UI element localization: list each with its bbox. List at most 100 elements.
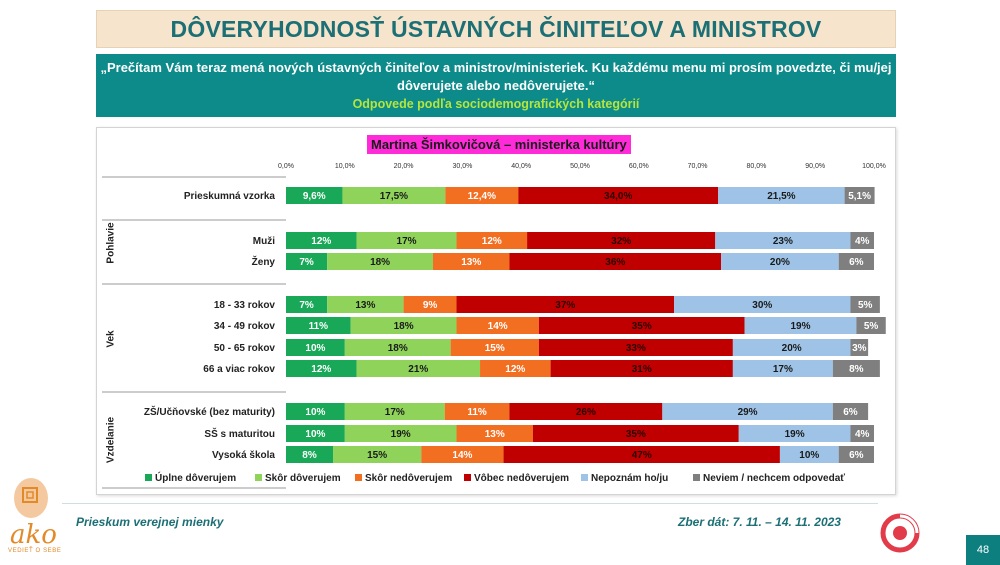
- row-label: Muži: [253, 236, 275, 247]
- data-label: 10%: [305, 429, 325, 440]
- data-label: 20%: [770, 257, 790, 268]
- bar-segment: [518, 187, 719, 204]
- ako-logo-icon: [14, 478, 48, 518]
- data-label: 6%: [843, 407, 858, 418]
- bar-segment: [850, 425, 874, 442]
- data-label: 13%: [461, 257, 481, 268]
- data-label: 8%: [849, 364, 864, 375]
- data-label: 21%: [408, 364, 428, 375]
- data-label: 34,0%: [604, 191, 632, 202]
- bar-segment: [838, 253, 874, 270]
- title-banner: DÔVERYHODNOSŤ ÚSTAVNÝCH ČINITEĽOV A MINI…: [96, 10, 896, 48]
- legend-label: Skôr dôverujem: [265, 473, 341, 484]
- data-label: 5%: [858, 300, 873, 311]
- bar-segment: [344, 339, 451, 356]
- bar-segment: [738, 425, 851, 442]
- stacked-bar-chart: 0,0% 10,0% 20,0% 30,0% 40,0% 50,0% 60,0% 70,0% 8…: [102, 163, 886, 489]
- data-label: 47%: [632, 450, 652, 461]
- data-label: 17%: [773, 364, 793, 375]
- bar-segment: [674, 296, 851, 313]
- bar-segment: [850, 296, 880, 313]
- bar-segment: [286, 403, 345, 420]
- row-label: SŠ s maturitou: [204, 427, 275, 440]
- data-label: 4%: [855, 236, 870, 247]
- data-label: 14%: [452, 450, 472, 461]
- data-label: 4%: [855, 429, 870, 440]
- data-label: 31%: [632, 364, 652, 375]
- bar-segment: [662, 403, 833, 420]
- bar-segment: [744, 317, 857, 334]
- x-tick-label: 20,0%: [394, 163, 414, 170]
- bar-segment: [844, 187, 875, 204]
- legend-label: Skôr nedôverujem: [365, 473, 452, 484]
- bar-segment: [456, 296, 675, 313]
- row-label: Ženy: [252, 255, 276, 268]
- legend-label: Nepoznám ho/ju: [591, 473, 668, 484]
- data-label: 12%: [482, 236, 502, 247]
- bar-segment: [403, 296, 457, 313]
- data-label: 13%: [485, 429, 505, 440]
- data-label: 36%: [605, 257, 625, 268]
- row-label: 50 - 65 rokov: [214, 343, 276, 354]
- data-label: 10%: [799, 450, 819, 461]
- bar-segment: [286, 296, 328, 313]
- data-label: 20%: [782, 343, 802, 354]
- data-label: 21,5%: [767, 191, 795, 202]
- bar-segment: [779, 446, 839, 463]
- data-label: 12%: [311, 236, 331, 247]
- data-label: 11%: [309, 321, 329, 332]
- row-label: 34 - 49 rokov: [214, 321, 276, 332]
- bar-segment: [532, 425, 739, 442]
- bar-segment: [327, 253, 433, 270]
- data-label: 7%: [299, 300, 314, 311]
- x-tick-label: 10,0%: [335, 163, 355, 170]
- data-label: 15%: [367, 450, 387, 461]
- legend-swatch: [255, 474, 262, 481]
- data-label: 8%: [302, 450, 317, 461]
- row-label: 18 - 33 rokov: [214, 300, 276, 311]
- bar-segment: [344, 403, 445, 420]
- bar-segment: [444, 403, 510, 420]
- bar-segment: [718, 187, 845, 204]
- bar-segment: [538, 339, 733, 356]
- x-tick-label: 70,0%: [688, 163, 708, 170]
- bar-segment: [286, 425, 345, 442]
- logo-wordmark: ako: [10, 520, 57, 550]
- bar-segment: [286, 253, 328, 270]
- data-label: 3%: [852, 343, 867, 354]
- bar-segment: [527, 232, 716, 249]
- data-label: 7%: [299, 257, 314, 268]
- bar-segment: [832, 403, 869, 420]
- row-label: 66 a viac rokov: [203, 364, 275, 375]
- bar-segment: [732, 339, 851, 356]
- data-label: 10%: [305, 343, 325, 354]
- bar-segment: [344, 425, 457, 442]
- bar-segment: [286, 339, 345, 356]
- logo-tagline: VEDIEŤ O SEBE: [8, 548, 62, 554]
- bar-segment: [350, 317, 457, 334]
- data-label: 19%: [790, 321, 810, 332]
- data-label: 9,6%: [303, 191, 326, 202]
- question-subtitle: Odpovede podľa sociodemografických kateg…: [352, 97, 640, 111]
- bar-segment: [342, 187, 446, 204]
- footer-divider: [62, 503, 878, 504]
- legend-label: Neviem / nechcem odpovedať: [703, 473, 845, 484]
- bar-segment: [333, 446, 422, 463]
- question-banner: „Prečítam Vám teraz mená nových ústavnýc…: [96, 54, 896, 117]
- bar-segment: [456, 317, 539, 334]
- legend-swatch: [464, 474, 471, 481]
- legend-swatch: [581, 474, 588, 481]
- legend-swatch: [693, 474, 700, 481]
- data-label: 17,5%: [380, 191, 408, 202]
- bar-segment: [838, 446, 874, 463]
- bar-segment: [286, 187, 343, 204]
- x-tick-label: 50,0%: [570, 163, 590, 170]
- data-label: 19%: [785, 429, 805, 440]
- bar-segment: [503, 446, 780, 463]
- bar-segment: [732, 360, 833, 377]
- bar-segment: [433, 253, 510, 270]
- page-title: DÔVERYHODNOSŤ ÚSTAVNÝCH ČINITEĽOV A MINI…: [170, 15, 822, 42]
- group-label-vzdelanie: Vzdelanie: [106, 417, 117, 464]
- row-label: Vysoká škola: [212, 450, 275, 461]
- row-label: Prieskumná vzorka: [184, 191, 276, 202]
